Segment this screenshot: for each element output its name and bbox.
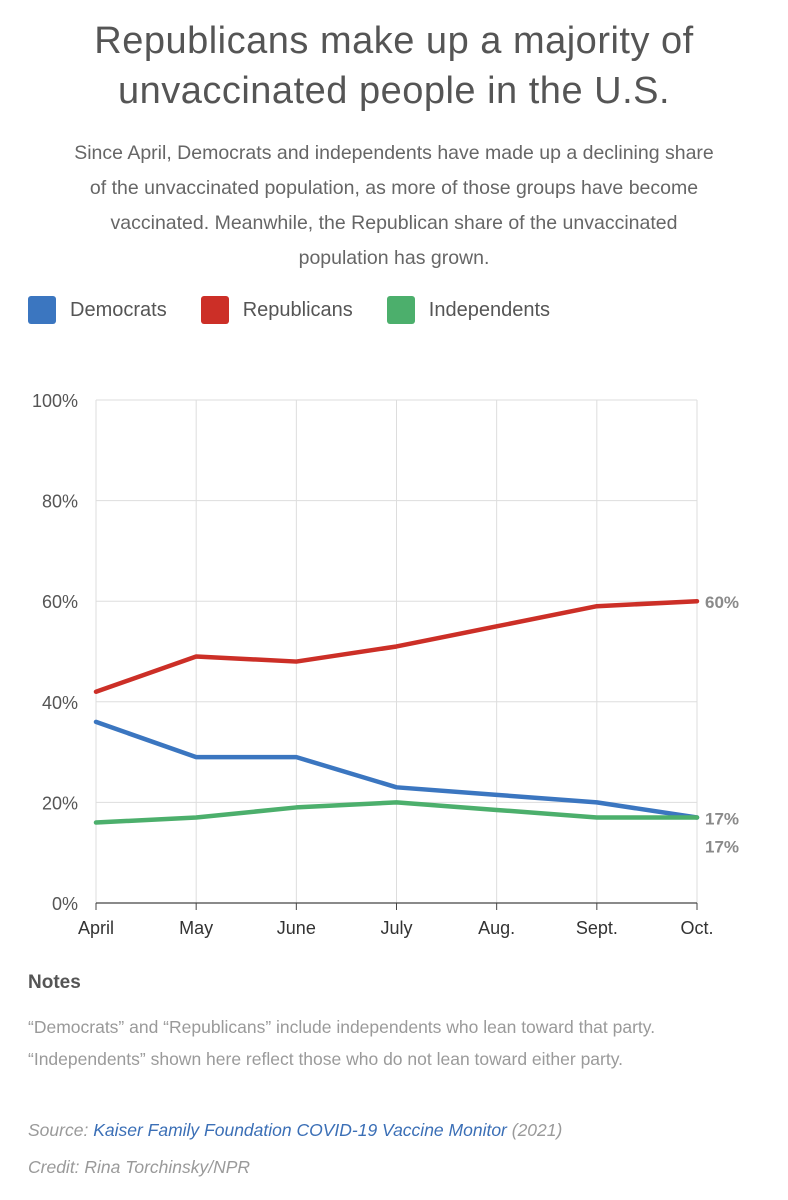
series-line-democrats [93, 719, 700, 820]
chart-axes: 0% 20% 40% 60% 80% 100% April May June July Aug. Se… [32, 391, 714, 938]
title-line-1: Republicans make up a majority of [94, 20, 694, 62]
x-tick-label: May [179, 918, 213, 938]
y-tick-label: 100% [32, 391, 78, 411]
series-line-republicans [93, 598, 700, 694]
x-tick-label: June [277, 918, 316, 938]
source-prefix: Source: [28, 1120, 94, 1140]
credit-line: Credit: Rina Torchinsky/NPR [28, 1157, 251, 1177]
legend-label-independents: Independents [428, 298, 551, 321]
end-label-independents: 17% [705, 837, 739, 856]
y-tick-label: 80% [42, 492, 78, 512]
subtitle-line-4: population has grown. [298, 247, 490, 269]
x-tick-label: Oct. [680, 918, 713, 938]
y-tick-label: 40% [42, 693, 78, 713]
legend-item-republicans: Republicans [200, 296, 353, 324]
legend-item-democrats: Democrats [28, 296, 167, 324]
chart-subtitle: Since April, Democrats and independents … [22, 136, 766, 276]
subtitle-line-3: vaccinated. Meanwhile, the Republican sh… [110, 212, 678, 234]
legend: Democrats Republicans Independents [28, 296, 584, 324]
x-tick-label: July [380, 918, 412, 938]
legend-label-republicans: Republicans [242, 298, 353, 321]
x-tick-label: Aug. [478, 918, 515, 938]
note-line-1: “Democrats” and “Republicans” include in… [28, 1017, 656, 1037]
note-line-2: “Independents” shown here reflect those … [28, 1049, 624, 1069]
source-link[interactable]: Kaiser Family Foundation COVID-19 Vaccin… [93, 1120, 507, 1140]
legend-label-democrats: Democrats [70, 298, 167, 321]
line-chart: 0% 20% 40% 60% 80% 100% April May June July Aug. Se… [32, 391, 739, 938]
title-line-2: unvaccinated people in the U.S. [117, 70, 671, 112]
legend-swatch-democrats [28, 296, 56, 324]
chart-grid [95, 399, 698, 903]
source-suffix: (2021) [506, 1120, 563, 1140]
legend-swatch-independents [386, 296, 415, 324]
end-label-democrats: 17% [705, 809, 739, 828]
x-tick-label: April [78, 918, 114, 938]
legend-item-independents: Independents [386, 296, 551, 324]
x-tick-label: Sept. [576, 918, 618, 938]
notes-heading: Notes [28, 972, 81, 993]
source-line: Source: Kaiser Family Foundation COVID-1… [28, 1120, 562, 1141]
end-label-republicans: 60% [705, 593, 739, 612]
y-tick-label: 0% [52, 894, 78, 914]
subtitle-line-1: Since April, Democrats and independents … [74, 142, 714, 164]
chart-series-lines [93, 598, 700, 825]
chart-title: Republicans make up a majority of unvacc… [20, 16, 768, 116]
series-line-independents [93, 800, 700, 825]
legend-swatch-republicans [200, 296, 229, 324]
y-tick-label: 20% [42, 793, 78, 813]
subtitle-line-2: of the unvaccinated population, as more … [89, 177, 699, 199]
chart-end-labels: 60% 17% 17% [705, 593, 739, 856]
y-tick-label: 60% [42, 592, 78, 612]
